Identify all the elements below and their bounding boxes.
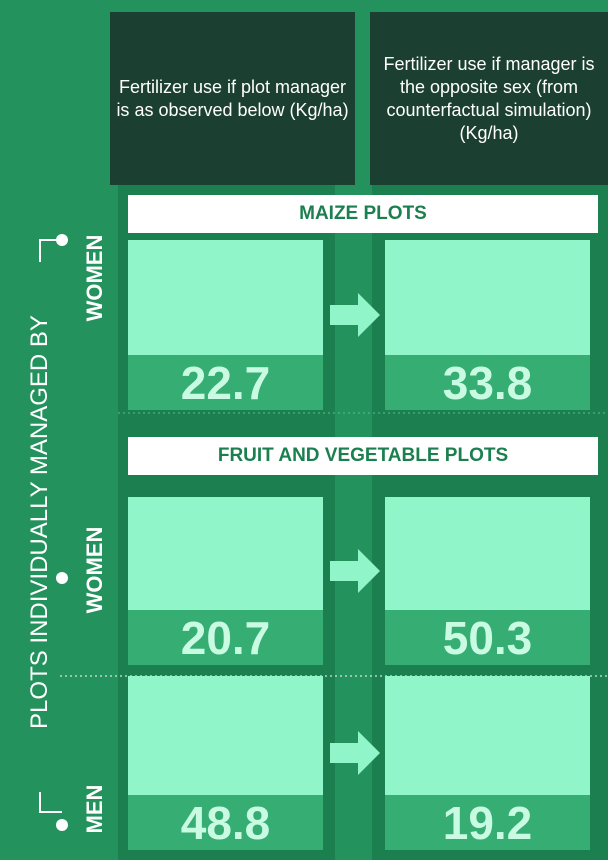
bracket	[39, 239, 62, 813]
arrow	[330, 731, 380, 775]
fertilizer-value: 22.7	[128, 355, 323, 410]
fertilizer-value: 20.7	[128, 610, 323, 665]
fertilizer-value: 48.8	[128, 795, 323, 850]
header-observed: Fertilizer use if plot manager is as obs…	[110, 12, 355, 185]
fertilizer-value: 50.3	[385, 610, 590, 665]
manager-label: WOMEN	[82, 234, 107, 322]
fertilizer-value: 33.8	[385, 355, 590, 410]
section-title: FRUIT AND VEGETABLE PLOTS	[128, 437, 598, 475]
section-title: MAIZE PLOTS	[128, 195, 598, 233]
manager-label: MEN	[82, 784, 107, 834]
manager-label: WOMEN	[82, 526, 107, 614]
header-text: Fertilizer use if manager is the opposit…	[383, 53, 595, 143]
fertilizer-value: 19.2	[385, 795, 590, 850]
bracket-dot	[56, 572, 68, 584]
header-counterfactual: Fertilizer use if manager is the opposit…	[370, 12, 608, 185]
arrow	[330, 549, 380, 593]
bracket-dot	[56, 819, 68, 831]
arrow	[330, 293, 380, 337]
header-text: Fertilizer use if plot manager is as obs…	[116, 76, 349, 120]
